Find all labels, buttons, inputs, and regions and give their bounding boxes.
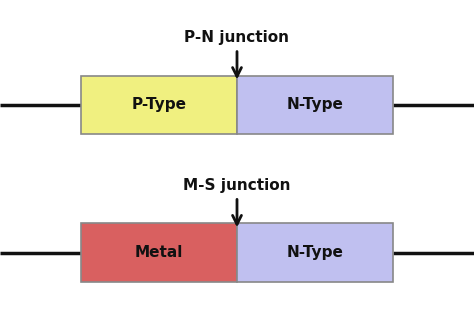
Text: N-Type: N-Type <box>287 245 344 260</box>
Text: P-N junction: P-N junction <box>184 30 290 45</box>
Text: P-Type: P-Type <box>131 97 186 113</box>
FancyBboxPatch shape <box>237 76 393 134</box>
Text: Metal: Metal <box>135 245 183 260</box>
FancyBboxPatch shape <box>81 223 237 282</box>
Text: N-Type: N-Type <box>287 97 344 113</box>
FancyBboxPatch shape <box>81 76 237 134</box>
FancyBboxPatch shape <box>237 223 393 282</box>
Text: M-S junction: M-S junction <box>183 178 291 193</box>
